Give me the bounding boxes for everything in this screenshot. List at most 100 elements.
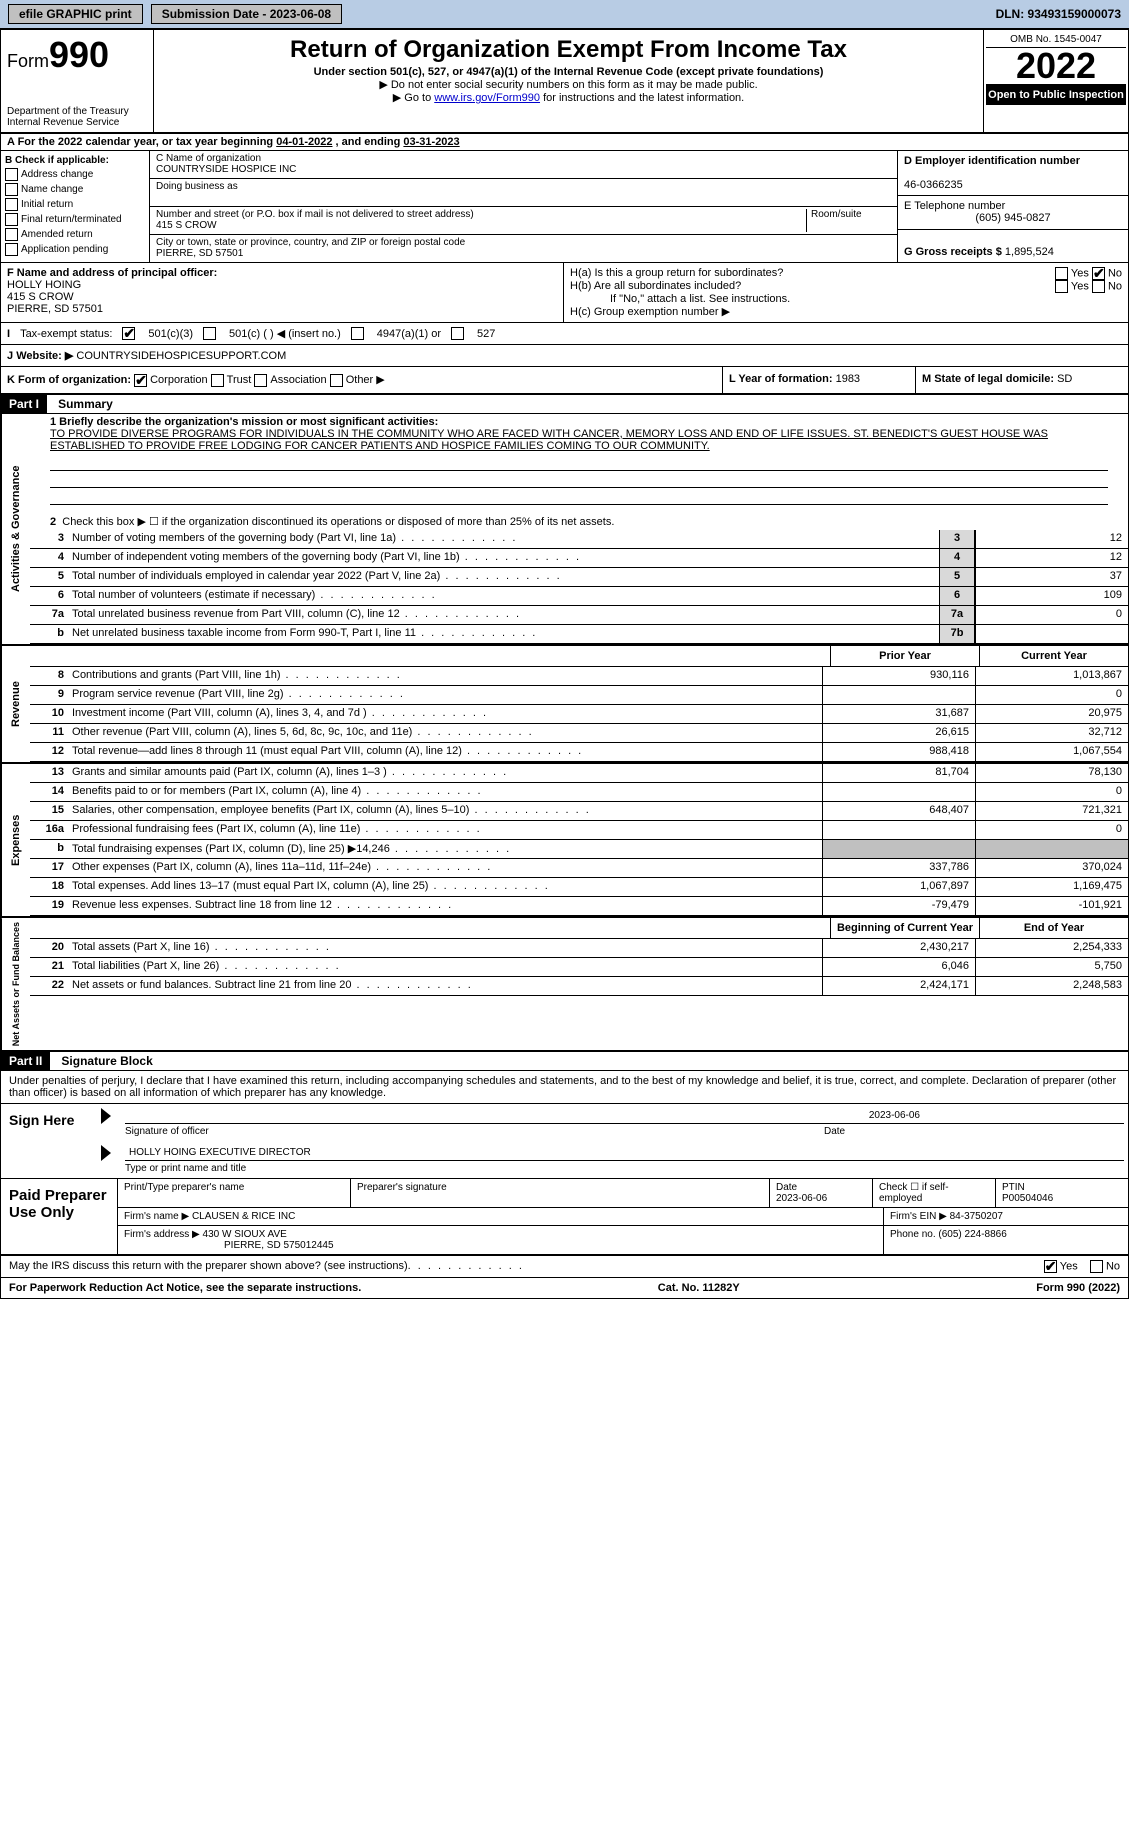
phone-value: (605) 945-0827	[904, 212, 1122, 224]
prior-val	[822, 840, 975, 858]
street-value: 415 S CROW	[156, 220, 217, 231]
cb-amended[interactable]	[5, 228, 18, 241]
opt-trust: Trust	[227, 374, 252, 386]
prior-val: 930,116	[822, 667, 975, 685]
netassets-label: Net Assets or Fund Balances	[1, 918, 30, 1050]
cb-4947[interactable]	[351, 327, 364, 340]
cb-assoc[interactable]	[254, 374, 267, 387]
blank-line	[50, 473, 1108, 488]
hb-yes[interactable]	[1055, 280, 1068, 293]
mission-text: TO PROVIDE DIVERSE PROGRAMS FOR INDIVIDU…	[50, 428, 1048, 452]
hb-no[interactable]	[1092, 280, 1105, 293]
data-row: b Total fundraising expenses (Part IX, c…	[30, 840, 1128, 859]
num-cell: 6	[939, 587, 975, 605]
dept-label: Department of the Treasury Internal Reve…	[7, 106, 147, 128]
part1-title: Summary	[50, 397, 113, 411]
discuss-yes[interactable]	[1044, 1260, 1057, 1273]
yes-label2: Yes	[1071, 280, 1089, 292]
prior-val: 2,430,217	[822, 939, 975, 957]
line-desc: Total expenses. Add lines 13–17 (must eq…	[68, 878, 822, 896]
num-cell: 7a	[939, 606, 975, 624]
section-h: H(a) Is this a group return for subordin…	[564, 263, 1128, 322]
top-bar: efile GRAPHIC print Submission Date - 20…	[0, 0, 1129, 29]
data-row: 19 Revenue less expenses. Subtract line …	[30, 897, 1128, 916]
revenue-section: Revenue Prior Year Current Year 8 Contri…	[1, 646, 1128, 764]
line-desc: Other revenue (Part VIII, column (A), li…	[68, 724, 822, 742]
cb-address[interactable]	[5, 168, 18, 181]
form-990: Form990 Department of the Treasury Inter…	[0, 29, 1129, 1299]
current-year-header: Current Year	[979, 646, 1128, 666]
ein-value: 46-0366235	[904, 179, 963, 191]
line-num: 21	[30, 958, 68, 976]
cb-pending[interactable]	[5, 243, 18, 256]
cb-initial[interactable]	[5, 198, 18, 211]
irs-link[interactable]: www.irs.gov/Form990	[434, 92, 540, 104]
org-name: COUNTRYSIDE HOSPICE INC	[156, 164, 296, 175]
data-row: 15 Salaries, other compensation, employe…	[30, 802, 1128, 821]
current-val	[975, 840, 1128, 858]
line-num: 18	[30, 878, 68, 896]
current-val: 0	[975, 821, 1128, 839]
line-desc: Total unrelated business revenue from Pa…	[68, 606, 939, 624]
section-m: M State of legal domicile: SD	[916, 367, 1128, 393]
mission-label: 1 Briefly describe the organization's mi…	[50, 416, 438, 428]
opt-assoc: Association	[270, 374, 326, 386]
opt-final: Final return/terminated	[21, 214, 122, 225]
form-title: Return of Organization Exempt From Incom…	[164, 36, 973, 64]
officer-name: HOLLY HOING	[7, 279, 81, 291]
year-end: 03-31-2023	[403, 136, 459, 148]
no: No	[1106, 1260, 1120, 1272]
receipts-value: 1,895,524	[1005, 246, 1054, 258]
data-row: 18 Total expenses. Add lines 13–17 (must…	[30, 878, 1128, 897]
firm-addr-label: Firm's address ▶	[124, 1229, 200, 1240]
num-cell: 5	[939, 568, 975, 586]
line-desc: Other expenses (Part IX, column (A), lin…	[68, 859, 822, 877]
current-val: 370,024	[975, 859, 1128, 877]
discuss-no[interactable]	[1090, 1260, 1103, 1273]
current-val: 1,169,475	[975, 878, 1128, 896]
dln: DLN: 93493159000073	[996, 7, 1121, 21]
current-val: 1,013,867	[975, 667, 1128, 685]
part2-title: Signature Block	[53, 1054, 152, 1068]
current-val: 2,254,333	[975, 939, 1128, 957]
line-desc: Total revenue—add lines 8 through 11 (mu…	[68, 743, 822, 761]
line-num: 10	[30, 705, 68, 723]
city-label: City or town, state or province, country…	[156, 237, 465, 248]
phone-label: E Telephone number	[904, 200, 1005, 212]
section-b-c-d: B Check if applicable: Address change Na…	[1, 151, 1128, 263]
prior-val: 337,786	[822, 859, 975, 877]
cb-corp[interactable]	[134, 374, 147, 387]
line-num: b	[30, 840, 68, 858]
cb-final[interactable]	[5, 213, 18, 226]
line-num: 15	[30, 802, 68, 820]
cb-501c3[interactable]	[122, 327, 135, 340]
ha-yes[interactable]	[1055, 267, 1068, 280]
data-row: 6 Total number of volunteers (estimate i…	[30, 587, 1128, 606]
line-desc: Investment income (Part VIII, column (A)…	[68, 705, 822, 723]
website-value: COUNTRYSIDEHOSPICESUPPORT.COM	[76, 350, 286, 362]
cb-trust[interactable]	[211, 374, 224, 387]
data-row: 3 Number of voting members of the govern…	[30, 530, 1128, 549]
domicile-state: SD	[1057, 373, 1072, 385]
data-row: 21 Total liabilities (Part X, line 26) 6…	[30, 958, 1128, 977]
current-val: 1,067,554	[975, 743, 1128, 761]
opt-name: Name change	[21, 184, 83, 195]
section-f-h: F Name and address of principal officer:…	[1, 263, 1128, 323]
expenses-label: Expenses	[1, 764, 30, 916]
cb-name[interactable]	[5, 183, 18, 196]
cb-501c[interactable]	[203, 327, 216, 340]
prior-val: 1,067,897	[822, 878, 975, 896]
val-cell	[975, 625, 1128, 643]
line-num: 16a	[30, 821, 68, 839]
opt-501c: 501(c) ( ) ◀ (insert no.)	[229, 327, 341, 340]
data-row: 4 Number of independent voting members o…	[30, 549, 1128, 568]
cb-527[interactable]	[451, 327, 464, 340]
column-headers: Prior Year Current Year	[30, 646, 1128, 667]
line-num: 7a	[30, 606, 68, 624]
line-desc: Net unrelated business taxable income fr…	[68, 625, 939, 643]
ha-no[interactable]	[1092, 267, 1105, 280]
cb-other[interactable]	[330, 374, 343, 387]
part2-badge: Part II	[1, 1052, 50, 1070]
opt-corp: Corporation	[150, 374, 207, 386]
ptin-value: P00504046	[1002, 1193, 1053, 1204]
